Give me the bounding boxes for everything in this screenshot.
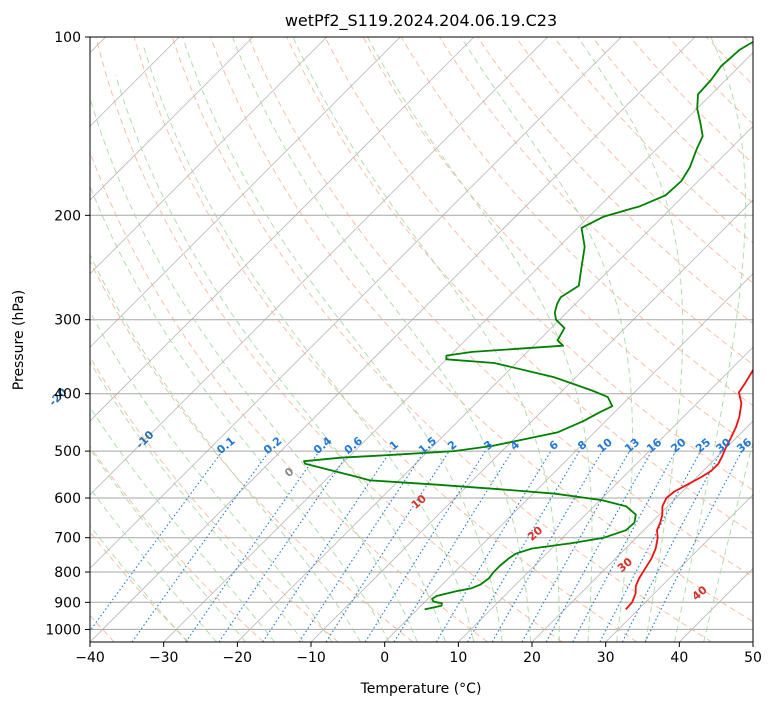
y-tick-label: 1000 (45, 622, 81, 638)
y-axis-label: Pressure (hPa) (11, 290, 27, 390)
dry-adiabat-line (210, 37, 753, 623)
y-tick-label: 400 (54, 387, 81, 403)
dry-adiabat-line (629, 37, 753, 165)
mixing-ratio-line (435, 450, 552, 642)
isotherm-line (605, 494, 753, 642)
dry-adiabat-line (477, 37, 753, 325)
plot-background (90, 37, 753, 642)
mixing-ratio-line (218, 450, 351, 642)
plot-frame (89, 36, 754, 643)
isotherm-line (752, 641, 753, 642)
isotherm-line (90, 37, 475, 422)
y-tick-label: 200 (54, 208, 81, 224)
sounding-profiles (303, 40, 753, 611)
moist-adiabat-line (90, 185, 390, 642)
isotherm-line (163, 52, 753, 642)
moist-adiabat-line (182, 37, 503, 642)
x-tick-label: −40 (75, 650, 105, 666)
mixing-ratio-line (572, 450, 677, 642)
dry-adiabat-line (324, 37, 753, 491)
mixing-ratio-line (131, 450, 270, 642)
y-tick-label: 500 (54, 444, 81, 460)
y-tick-label: 300 (54, 313, 81, 329)
moist-adiabat-line (90, 310, 333, 642)
isotherm-line (458, 346, 753, 642)
axis-ticks: −40 −30 −20 −10 0 10 20 30 40 50 100 200 300 400 500 60… (45, 30, 762, 666)
moist-adiabat-line (90, 487, 217, 642)
y-tick-label: 100 (54, 30, 81, 46)
y-tick-label: 900 (54, 595, 81, 611)
mixing-ratio-line (521, 450, 630, 642)
moist-adiabat-line (115, 75, 446, 642)
x-tick-label: 10 (449, 650, 467, 666)
dry-adiabat-line (90, 259, 414, 642)
isotherm-line (531, 420, 753, 642)
x-axis-label: Temperature (°C) (360, 681, 482, 697)
moist-adiabat-line (674, 37, 746, 642)
x-tick-label: 50 (744, 650, 762, 666)
dry-adiabat-line (362, 37, 753, 449)
moist-adiabat-line (577, 37, 684, 642)
mixing-ratio-line (467, 450, 580, 642)
moist-adiabat-line (90, 448, 246, 642)
moist-adiabat-line (232, 37, 532, 642)
isotherm-line (384, 273, 753, 642)
y-tick-label: 800 (54, 565, 81, 581)
mixing-ratio-line (364, 450, 486, 642)
x-tick-label: −10 (296, 650, 326, 666)
mixing-ratio-line (491, 450, 603, 642)
temperature-profile-line (625, 368, 753, 610)
y-tick-label: 600 (54, 491, 81, 507)
mixing-ratio-line (545, 450, 653, 642)
x-tick-label: −20 (223, 650, 253, 666)
x-tick-label: 40 (670, 650, 688, 666)
moist-adiabat-line (367, 37, 593, 642)
moist-adiabat-line (143, 46, 475, 642)
y-tick-label: 700 (54, 531, 81, 547)
moist-adiabat-line (90, 100, 418, 642)
dry-adiabat-line (515, 37, 753, 284)
dry-adiabat-line (95, 37, 563, 642)
mixing-ratio-line (393, 450, 513, 642)
dry-adiabat-line (591, 37, 753, 204)
mixing-ratio-line (185, 450, 320, 642)
background-lines (90, 37, 753, 642)
isotherm-line (90, 37, 548, 496)
mixing-ratio-line (325, 450, 450, 642)
dry-adiabat-line (248, 37, 753, 578)
isotherm-line (90, 37, 622, 569)
dry-adiabat-line (90, 445, 264, 642)
dry-adiabat-line (400, 37, 753, 407)
x-tick-label: 0 (380, 650, 389, 666)
x-tick-label: 30 (597, 650, 615, 666)
isotherm-line (90, 37, 327, 275)
moist-adiabat-line (703, 440, 753, 642)
x-tick-label: 20 (523, 650, 541, 666)
dry-adiabat-line (171, 37, 712, 642)
x-tick-label: −30 (149, 650, 179, 666)
moist-adiabat-line (292, 37, 560, 642)
dewpoint-profile-line (303, 40, 753, 611)
dry-adiabat-line (133, 37, 638, 642)
isotherm-line (90, 37, 401, 348)
chart-title: wetPf2_S119.2024.204.06.19.C23 (285, 11, 557, 31)
mixing-ratio-line (90, 450, 223, 632)
isotherm-line (90, 37, 254, 201)
moist-adiabat-line (460, 37, 633, 642)
